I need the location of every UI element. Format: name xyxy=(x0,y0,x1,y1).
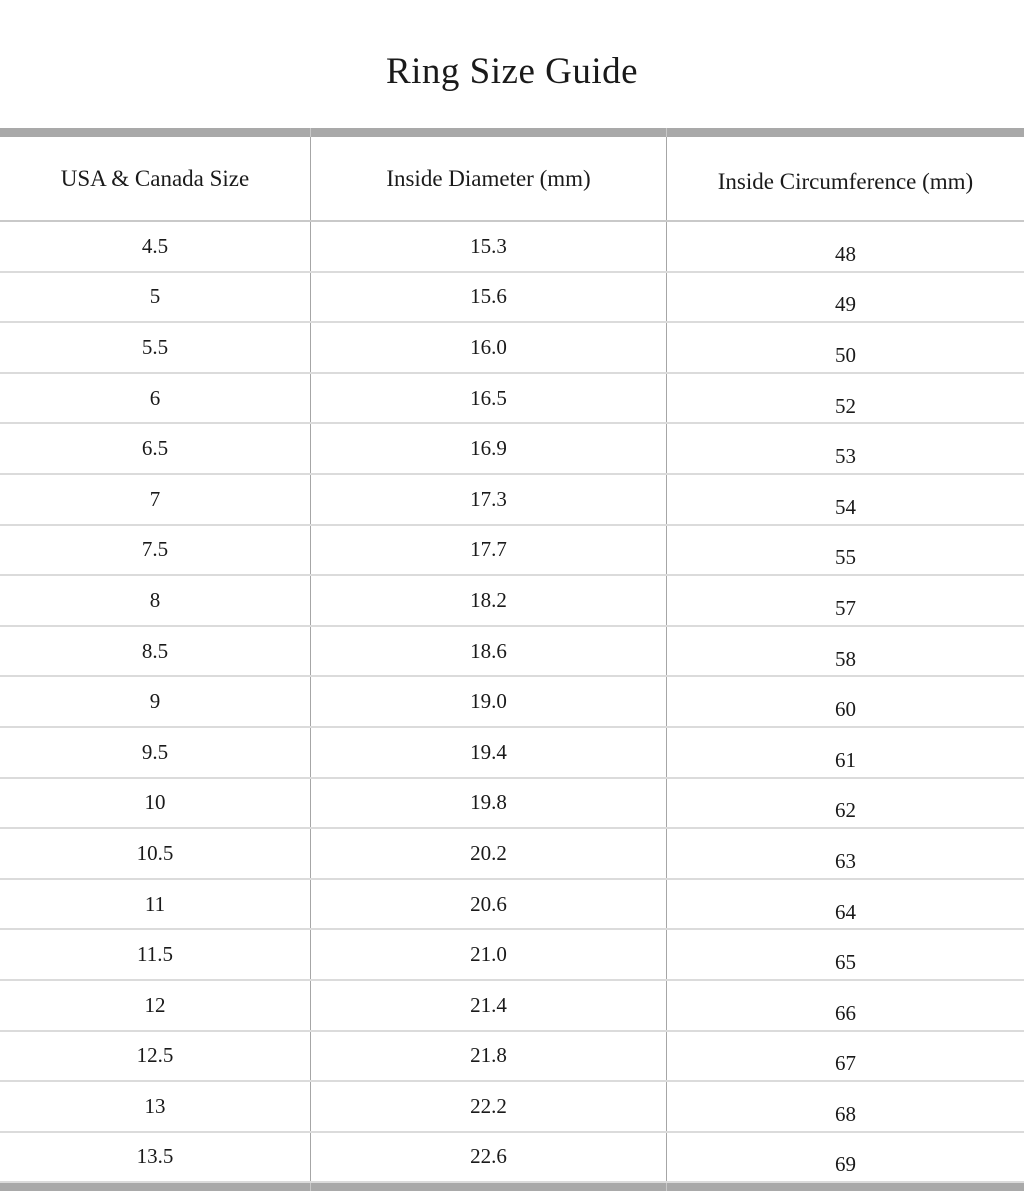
table-bottom-bar xyxy=(0,1183,1024,1191)
bottom-bar-segment xyxy=(667,1183,1024,1191)
cell-inside-diameter: 22.2 xyxy=(311,1082,667,1131)
page-title: Ring Size Guide xyxy=(385,50,639,92)
cell-inside-diameter: 17.3 xyxy=(311,474,667,524)
cell-inside-circumference: 62 xyxy=(835,798,856,823)
cell-usa-canada-size: 7.5 xyxy=(0,525,311,575)
cell-inside-circumference: 66 xyxy=(835,1000,856,1025)
cell-usa-canada-size: 7 xyxy=(0,474,311,524)
table-row: 9 19.0 60 xyxy=(0,677,1024,728)
cell-usa-canada-size: 6 xyxy=(0,373,311,423)
cell-inside-diameter: 19.4 xyxy=(311,727,667,777)
cell-inside-circumference: 65 xyxy=(835,950,856,975)
cell-inside-diameter: 20.2 xyxy=(311,829,667,878)
cell-usa-canada-size: 4.5 xyxy=(0,222,311,271)
table-row: 10.5 20.2 63 xyxy=(0,829,1024,880)
cell-inside-circumference: 58 xyxy=(835,646,856,671)
cell-inside-diameter: 16.9 xyxy=(311,424,667,473)
cell-inside-circumference: 69 xyxy=(835,1152,856,1177)
cell-inside-diameter: 22.6 xyxy=(311,1132,667,1182)
table-row: 13 22.2 68 xyxy=(0,1082,1024,1133)
cell-usa-canada-size: 12 xyxy=(0,980,311,1030)
cell-inside-diameter: 21.4 xyxy=(311,980,667,1030)
cell-inside-circumference: 61 xyxy=(835,747,856,772)
cell-usa-canada-size: 11.5 xyxy=(0,930,311,979)
cell-usa-canada-size: 11 xyxy=(0,879,311,929)
table-row: 7.5 17.7 55 xyxy=(0,525,1024,577)
cell-usa-canada-size: 12.5 xyxy=(0,1031,311,1081)
cell-inside-circumference: 57 xyxy=(835,595,856,620)
cell-inside-diameter: 20.6 xyxy=(311,879,667,929)
cell-inside-diameter: 18.6 xyxy=(311,626,667,676)
cell-inside-diameter: 21.0 xyxy=(311,930,667,979)
bottom-bar-segment xyxy=(311,1183,667,1191)
column-header-usa-canada-size: USA & Canada Size xyxy=(0,137,311,220)
cell-usa-canada-size: 6.5 xyxy=(0,424,311,473)
cell-usa-canada-size: 9 xyxy=(0,677,311,726)
cell-inside-circumference: 48 xyxy=(835,241,856,266)
cell-usa-canada-size: 13 xyxy=(0,1082,311,1131)
cell-inside-circumference: 67 xyxy=(835,1051,856,1076)
table-row: 8.5 18.6 58 xyxy=(0,626,1024,678)
cell-inside-diameter: 16.0 xyxy=(311,323,667,372)
top-bar-segment xyxy=(311,128,667,137)
cell-inside-circumference: 49 xyxy=(835,292,856,317)
cell-inside-circumference: 52 xyxy=(835,393,856,418)
cell-inside-circumference: 60 xyxy=(835,697,856,722)
cell-inside-circumference: 68 xyxy=(835,1101,856,1126)
table-row: 13.5 22.6 69 xyxy=(0,1132,1024,1184)
cell-inside-diameter: 15.3 xyxy=(311,222,667,271)
cell-inside-circumference: 63 xyxy=(835,848,856,873)
bottom-bar-segment xyxy=(0,1183,311,1191)
cell-inside-circumference: 53 xyxy=(835,444,856,469)
cell-inside-diameter: 17.7 xyxy=(311,525,667,575)
top-bar-segment xyxy=(667,128,1024,137)
ring-size-table: USA & Canada Size Inside Diameter (mm) I… xyxy=(0,128,1024,1191)
column-header-inside-circumference: Inside Circumference (mm) xyxy=(717,168,974,194)
table-row: 5 15.6 49 xyxy=(0,272,1024,324)
table-row: 10 19.8 62 xyxy=(0,778,1024,830)
cell-inside-diameter: 18.2 xyxy=(311,576,667,625)
cell-usa-canada-size: 10 xyxy=(0,778,311,828)
cell-inside-circumference: 54 xyxy=(835,494,856,519)
table-header-row: USA & Canada Size Inside Diameter (mm) I… xyxy=(0,137,1024,222)
cell-usa-canada-size: 5 xyxy=(0,272,311,322)
cell-inside-diameter: 19.8 xyxy=(311,778,667,828)
cell-inside-circumference: 50 xyxy=(835,342,856,367)
cell-inside-diameter: 21.8 xyxy=(311,1031,667,1081)
table-row: 12 21.4 66 xyxy=(0,980,1024,1032)
cell-usa-canada-size: 8.5 xyxy=(0,626,311,676)
table-row: 12.5 21.8 67 xyxy=(0,1031,1024,1083)
table-row: 6.5 16.9 53 xyxy=(0,424,1024,475)
table-row: 5.5 16.0 50 xyxy=(0,323,1024,374)
table-row: 8 18.2 57 xyxy=(0,576,1024,627)
table-row: 11 20.6 64 xyxy=(0,879,1024,931)
table-row: 11.5 21.0 65 xyxy=(0,930,1024,981)
cell-usa-canada-size: 10.5 xyxy=(0,829,311,878)
cell-inside-diameter: 16.5 xyxy=(311,373,667,423)
table-row: 4.5 15.3 48 xyxy=(0,222,1024,273)
title-area: Ring Size Guide xyxy=(0,0,1024,128)
cell-inside-diameter: 19.0 xyxy=(311,677,667,726)
table-row: 9.5 19.4 61 xyxy=(0,727,1024,779)
table-row: 6 16.5 52 xyxy=(0,373,1024,425)
table-row: 7 17.3 54 xyxy=(0,474,1024,526)
cell-inside-circumference: 64 xyxy=(835,899,856,924)
cell-usa-canada-size: 5.5 xyxy=(0,323,311,372)
column-header-inside-diameter: Inside Diameter (mm) xyxy=(311,137,667,220)
cell-usa-canada-size: 13.5 xyxy=(0,1132,311,1182)
cell-usa-canada-size: 9.5 xyxy=(0,727,311,777)
cell-usa-canada-size: 8 xyxy=(0,576,311,625)
table-top-bar xyxy=(0,128,1024,137)
cell-inside-circumference: 55 xyxy=(835,545,856,570)
top-bar-segment xyxy=(0,128,311,137)
cell-inside-diameter: 15.6 xyxy=(311,272,667,322)
